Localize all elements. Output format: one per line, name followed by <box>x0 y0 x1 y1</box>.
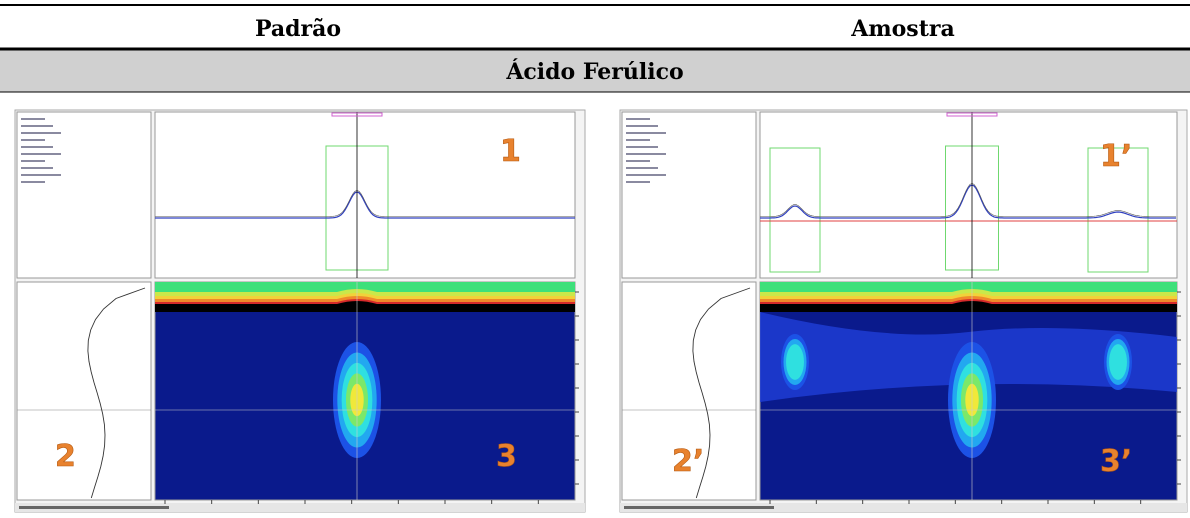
region-label: 3 <box>496 439 517 474</box>
info-line <box>626 153 666 155</box>
info-line <box>626 139 650 141</box>
status-text <box>19 506 169 509</box>
info-line <box>21 118 45 120</box>
region-label: 3’ <box>1100 444 1132 479</box>
info-line <box>21 167 53 169</box>
region-label: 2’ <box>672 444 704 479</box>
info-line <box>626 125 658 127</box>
info-line <box>626 146 658 148</box>
info-box <box>17 112 151 278</box>
panels <box>15 110 1187 512</box>
info-line <box>626 167 658 169</box>
contour-blob <box>1109 344 1127 380</box>
spectrum-box <box>17 282 151 500</box>
info-line <box>21 132 61 134</box>
info-line <box>21 174 61 176</box>
info-line <box>21 160 45 162</box>
info-line <box>21 153 61 155</box>
info-line <box>21 139 45 141</box>
compound-title: Ácido Ferúlico <box>505 58 683 85</box>
region-label: 1’ <box>1100 139 1132 174</box>
status-text <box>624 506 774 509</box>
info-line <box>626 181 650 183</box>
info-line <box>21 181 45 183</box>
info-line <box>21 146 53 148</box>
contour-blob <box>786 344 804 380</box>
info-line <box>626 160 650 162</box>
info-line <box>626 132 666 134</box>
column-header: Padrão <box>255 16 341 42</box>
region-label: 1 <box>500 134 521 169</box>
figure: Padrão Amostra Ácido Ferúlico 1 2 3 1’ 2… <box>0 0 1190 518</box>
info-box <box>622 112 756 278</box>
info-line <box>626 118 650 120</box>
column-header: Amostra <box>850 16 954 42</box>
info-line <box>21 125 53 127</box>
region-label: 2 <box>55 439 76 474</box>
info-line <box>626 174 666 176</box>
chromatogram-box <box>760 112 1177 278</box>
